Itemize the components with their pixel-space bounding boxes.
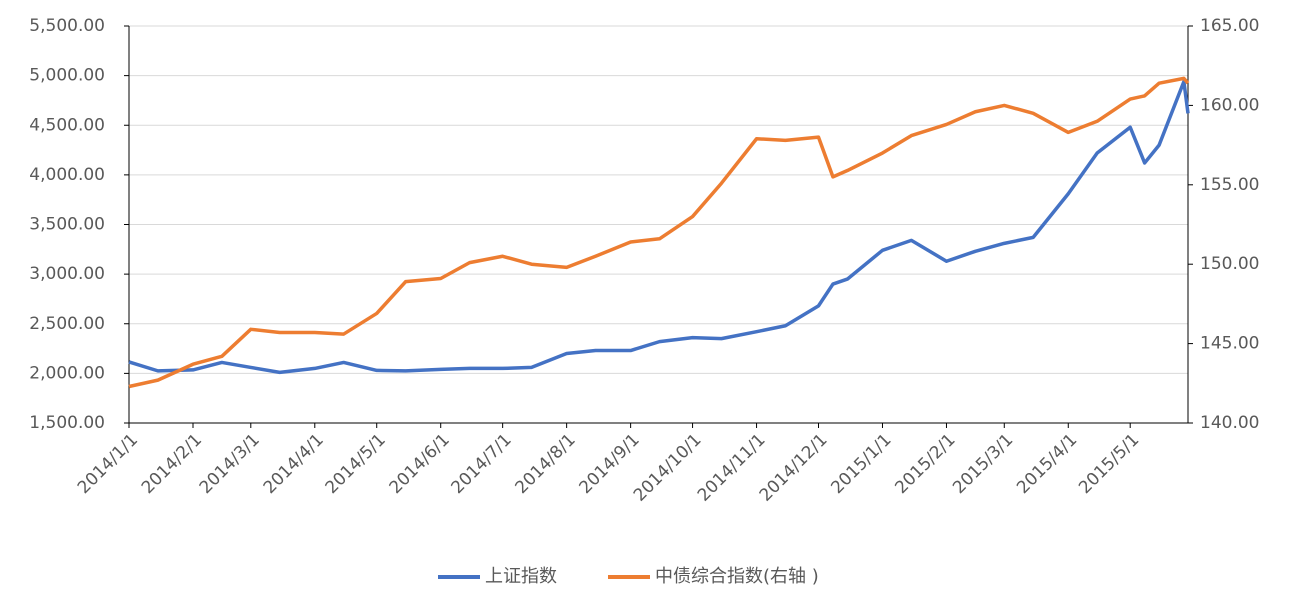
y-tick-label: 2,000.00 bbox=[29, 363, 105, 383]
x-tick-label: 2014/5/1 bbox=[322, 430, 390, 498]
y2-tick-label: 155.00 bbox=[1200, 175, 1259, 195]
x-tick-label: 2015/2/1 bbox=[891, 430, 959, 498]
y2-tick-label: 150.00 bbox=[1200, 254, 1259, 274]
x-tick-label: 2015/5/1 bbox=[1075, 430, 1143, 498]
y-tick-label: 3,500.00 bbox=[29, 215, 105, 235]
y-tick-label: 1,500.00 bbox=[29, 413, 105, 433]
y-tick-label: 5,000.00 bbox=[29, 66, 105, 86]
y-tick-label: 4,500.00 bbox=[29, 115, 105, 135]
y2-tick-label: 140.00 bbox=[1200, 413, 1259, 433]
x-tick-label: 2014/12/1 bbox=[756, 430, 832, 506]
x-tick-label: 2015/1/1 bbox=[827, 430, 895, 498]
x-tick-label: 2014/4/1 bbox=[260, 430, 328, 498]
x-tick-label: 2014/3/1 bbox=[196, 430, 264, 498]
x-tick-label: 2014/7/1 bbox=[448, 430, 516, 498]
x-tick-label: 2014/10/1 bbox=[630, 430, 706, 506]
series-line bbox=[128, 79, 1190, 375]
y2-tick-label: 145.00 bbox=[1200, 334, 1259, 354]
y2-tick-label: 160.00 bbox=[1200, 95, 1259, 115]
y-tick-label: 2,500.00 bbox=[29, 314, 105, 334]
x-tick-label: 2014/2/1 bbox=[138, 430, 206, 498]
y-tick-label: 5,500.00 bbox=[29, 16, 105, 36]
legend-label: 上证指数 bbox=[485, 566, 557, 587]
series-line bbox=[128, 76, 1190, 389]
x-tick-label: 2015/3/1 bbox=[949, 430, 1017, 498]
legend-label: 中债综合指数(右轴 ) bbox=[655, 566, 819, 587]
x-tick-label: 2015/4/1 bbox=[1013, 430, 1081, 498]
y2-tick-label: 165.00 bbox=[1200, 16, 1259, 36]
y-tick-label: 3,000.00 bbox=[29, 264, 105, 284]
x-tick-label: 2014/6/1 bbox=[386, 430, 454, 498]
x-tick-label: 2014/8/1 bbox=[512, 430, 580, 498]
x-tick-label: 2014/1/1 bbox=[74, 430, 142, 498]
y-tick-label: 4,000.00 bbox=[29, 165, 105, 185]
